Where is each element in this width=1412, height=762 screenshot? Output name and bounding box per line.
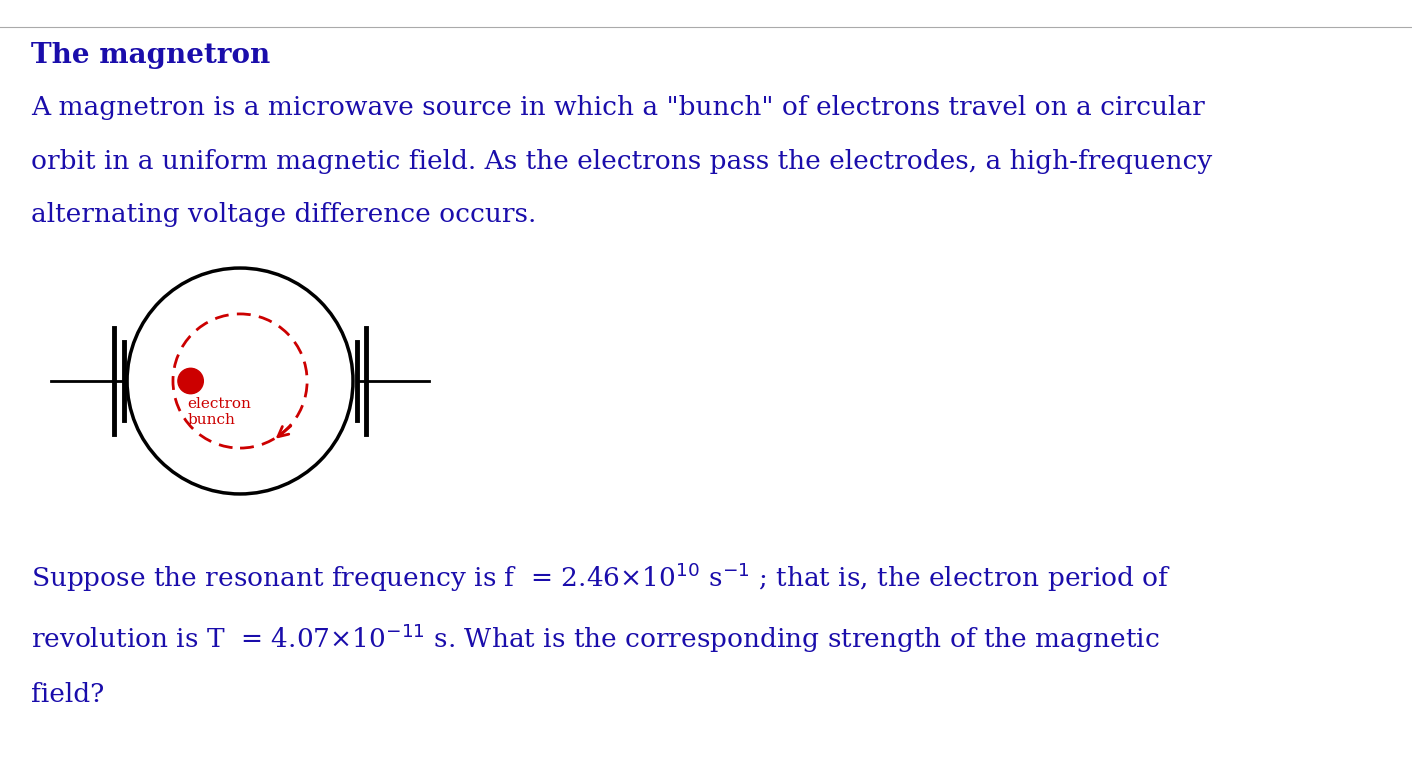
Text: revolution is T  = 4.07×10$^{-11}$ s. What is the corresponding strength of the : revolution is T = 4.07×10$^{-11}$ s. Wha…: [31, 621, 1159, 655]
Text: electron
bunch: electron bunch: [188, 397, 251, 427]
Text: Suppose the resonant frequency is f  = 2.46×10$^{10}$ s$^{-1}$ ; that is, the el: Suppose the resonant frequency is f = 2.…: [31, 560, 1171, 594]
Text: The magnetron: The magnetron: [31, 42, 270, 69]
Text: A magnetron is a microwave source in which a "bunch" of electrons travel on a ci: A magnetron is a microwave source in whi…: [31, 95, 1204, 120]
Text: alternating voltage difference occurs.: alternating voltage difference occurs.: [31, 202, 537, 227]
Circle shape: [178, 368, 203, 394]
Text: field?: field?: [31, 682, 104, 707]
Text: orbit in a uniform magnetic field. As the electrons pass the electrodes, a high-: orbit in a uniform magnetic field. As th…: [31, 149, 1213, 174]
